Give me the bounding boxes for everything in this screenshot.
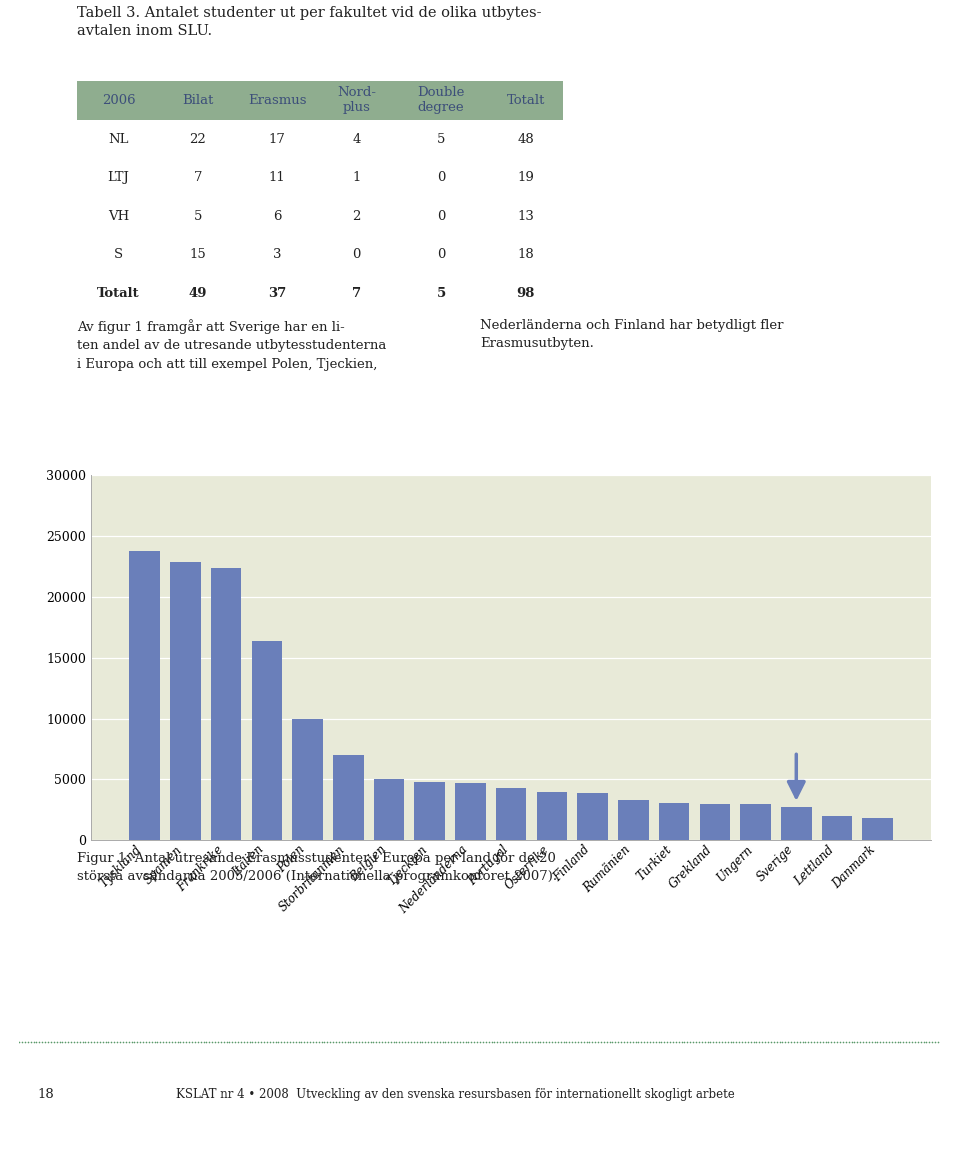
Bar xyxy=(455,783,486,840)
Text: 15: 15 xyxy=(189,248,206,262)
Bar xyxy=(577,793,608,840)
Text: 49: 49 xyxy=(188,287,207,300)
Text: 5: 5 xyxy=(437,287,445,300)
Bar xyxy=(252,641,282,840)
Bar xyxy=(781,808,811,840)
Bar xyxy=(700,804,731,840)
Text: S: S xyxy=(114,248,123,262)
Text: 7: 7 xyxy=(351,287,361,300)
Text: 0: 0 xyxy=(437,248,445,262)
Text: KSLAT nr 4 • 2008  Utveckling av den svenska resursbasen för internationellt sko: KSLAT nr 4 • 2008 Utveckling av den sven… xyxy=(176,1088,734,1101)
Text: Av figur 1 framgår att Sverige har en li-
ten andel av de utresande utbytesstude: Av figur 1 framgår att Sverige har en li… xyxy=(77,319,386,371)
Text: 0: 0 xyxy=(437,210,445,223)
Text: Nord-
plus: Nord- plus xyxy=(337,87,376,115)
Text: 4: 4 xyxy=(352,132,361,146)
Text: 37: 37 xyxy=(268,287,286,300)
Text: 3: 3 xyxy=(273,248,281,262)
Text: NL: NL xyxy=(108,132,129,146)
Text: 17: 17 xyxy=(269,132,285,146)
Text: 11: 11 xyxy=(269,172,285,184)
Text: 5: 5 xyxy=(437,132,445,146)
Bar xyxy=(211,568,241,840)
Text: 1: 1 xyxy=(352,172,361,184)
Text: 22: 22 xyxy=(189,132,206,146)
Bar xyxy=(333,756,364,840)
Text: 6: 6 xyxy=(273,210,281,223)
Text: 7: 7 xyxy=(194,172,202,184)
Text: 0: 0 xyxy=(352,248,361,262)
Bar xyxy=(130,551,160,840)
Text: Figur 1. Antal utresande Erasmusstudenter i Europa per land för de 20
största av: Figur 1. Antal utresande Erasmusstudente… xyxy=(77,852,557,883)
Bar xyxy=(659,803,689,840)
Bar xyxy=(77,81,564,119)
Text: 13: 13 xyxy=(517,210,534,223)
Text: Totalt: Totalt xyxy=(97,287,140,300)
Text: VH: VH xyxy=(108,210,129,223)
Bar xyxy=(170,562,201,840)
Text: 98: 98 xyxy=(516,287,535,300)
Text: 48: 48 xyxy=(517,132,534,146)
Text: 0: 0 xyxy=(437,172,445,184)
Bar xyxy=(496,788,526,840)
Text: 5: 5 xyxy=(194,210,202,223)
Text: Nederländerna och Finland har betydligt fler
Erasmusutbyten.: Nederländerna och Finland har betydligt … xyxy=(480,319,783,350)
Bar xyxy=(373,779,404,840)
Text: 18: 18 xyxy=(517,248,534,262)
Bar xyxy=(537,792,567,840)
Text: Bilat: Bilat xyxy=(182,94,213,107)
Bar xyxy=(618,800,649,840)
Bar xyxy=(740,804,771,840)
Text: Tabell 3. Antalet studenter ut per fakultet vid de olika utbytes-
avtalen inom S: Tabell 3. Antalet studenter ut per fakul… xyxy=(77,6,541,38)
Text: 19: 19 xyxy=(517,172,534,184)
Bar xyxy=(292,719,323,840)
Bar xyxy=(862,818,893,840)
Text: LTJ: LTJ xyxy=(108,172,130,184)
Bar xyxy=(415,782,445,840)
Text: 2: 2 xyxy=(352,210,361,223)
Text: Double
degree: Double degree xyxy=(418,87,465,115)
Bar xyxy=(822,816,852,840)
Text: 2006: 2006 xyxy=(102,94,135,107)
Text: Totalt: Totalt xyxy=(507,94,545,107)
Text: Erasmus: Erasmus xyxy=(248,94,306,107)
Text: 18: 18 xyxy=(37,1088,55,1101)
